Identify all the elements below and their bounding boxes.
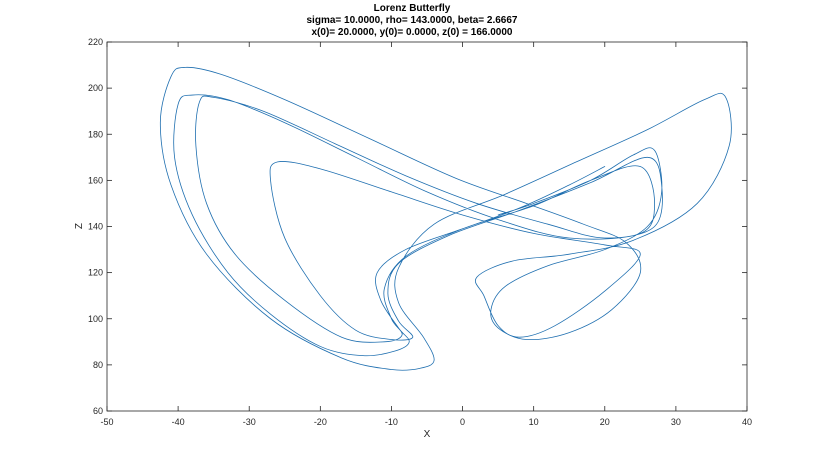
y-axis: 60 80 100 120 140 160 180 200 220 [88,37,747,416]
y-tick-label: 100 [88,314,103,324]
y-tick-label: 120 [88,268,103,278]
chart-subtitle-line-2: x(0)= 20.0000, y(0)= 0.0000, z(0) = 166.… [312,27,513,38]
x-tick-label: -50 [100,417,113,427]
x-tick-label: -20 [314,417,327,427]
y-tick-label: 180 [88,129,103,139]
y-tick-label: 60 [93,406,103,416]
y-tick-label: 220 [88,37,103,47]
y-tick-label: 80 [93,360,103,370]
x-axis-label: X [424,429,431,440]
x-tick-label: 30 [671,417,681,427]
x-tick-label: 10 [529,417,539,427]
x-tick-label: 40 [742,417,752,427]
x-tick-label: -30 [243,417,256,427]
y-tick-label: 200 [88,83,103,93]
x-tick-label: 0 [460,417,465,427]
trajectory-line [159,66,732,371]
x-tick-label: 20 [600,417,610,427]
chart-title: Lorenz Butterfly [374,3,451,14]
y-tick-label: 160 [88,175,103,185]
y-tick-label: 140 [88,222,103,232]
x-tick-label: -40 [172,417,185,427]
plot-area [159,66,732,371]
y-axis-label: Z [74,223,85,229]
chart-subtitle-line-1: sigma= 10.0000, rho= 143.0000, beta= 2.6… [307,15,518,26]
x-axis: -50 -40 -30 -20 -10 0 10 20 30 40 [100,42,752,427]
x-tick-label: -10 [385,417,398,427]
